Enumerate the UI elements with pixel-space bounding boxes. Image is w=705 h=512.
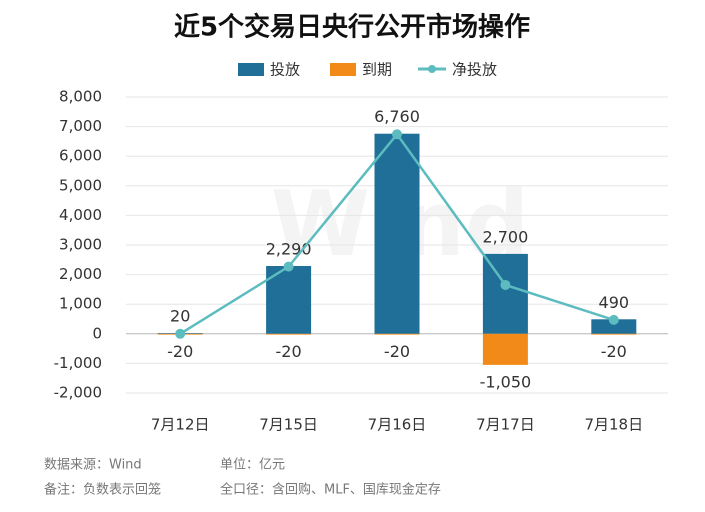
data-label: 6,760 <box>374 107 420 126</box>
marker <box>283 261 294 272</box>
marker <box>175 328 186 339</box>
y-tick-label: -2,000 <box>54 384 102 402</box>
y-tick-label: 8,000 <box>59 88 102 106</box>
legend-label: 净投放 <box>452 61 497 79</box>
x-tick-label: 7月18日 <box>584 416 643 434</box>
y-tick-label: 5,000 <box>59 176 102 194</box>
y-tick-label: 2,000 <box>59 265 102 283</box>
note: 数据来源：Wind <box>44 458 142 473</box>
note: 备注：负数表示回笼 <box>44 482 161 498</box>
legend-label: 投放 <box>270 61 300 79</box>
legend-swatch <box>238 63 264 76</box>
data-label: -20 <box>601 342 627 361</box>
marker <box>608 314 619 325</box>
bar <box>591 333 637 335</box>
data-label: 490 <box>599 293 630 312</box>
data-label: 2,290 <box>266 240 312 259</box>
bar <box>482 333 528 365</box>
x-tick-label: 7月15日 <box>259 416 318 434</box>
data-label: -20 <box>384 342 410 361</box>
note: 全口径：含回购、MLF、国库现金定存 <box>220 482 441 498</box>
bar <box>374 333 420 335</box>
data-label: -20 <box>276 342 302 361</box>
bar <box>482 253 528 334</box>
y-tick-label: -1,000 <box>54 354 102 372</box>
data-label: 2,700 <box>482 227 528 246</box>
marker <box>500 279 511 290</box>
y-tick-label: 1,000 <box>59 295 102 313</box>
bar <box>374 133 420 334</box>
data-label: 20 <box>170 307 190 326</box>
legend-label: 到期 <box>362 61 392 79</box>
bar <box>591 319 637 334</box>
y-tick-label: 7,000 <box>59 117 102 135</box>
legend-swatch <box>330 63 356 76</box>
data-label: -20 <box>167 342 193 361</box>
y-tick-label: 6,000 <box>59 147 102 165</box>
x-tick-label: 7月12日 <box>151 416 210 434</box>
y-tick-label: 4,000 <box>59 206 102 224</box>
marker <box>392 129 402 140</box>
bar <box>266 333 312 335</box>
chart-title: 近5个交易日央行公开市场操作 <box>174 12 530 43</box>
legend-swatch <box>428 65 436 73</box>
y-tick-label: 3,000 <box>59 236 102 254</box>
note: 单位：亿元 <box>220 458 285 473</box>
x-tick-label: 7月17日 <box>476 416 535 434</box>
y-tick-label: 0 <box>92 324 102 342</box>
x-tick-label: 7月16日 <box>368 416 427 434</box>
data-label: -1,050 <box>480 372 532 391</box>
